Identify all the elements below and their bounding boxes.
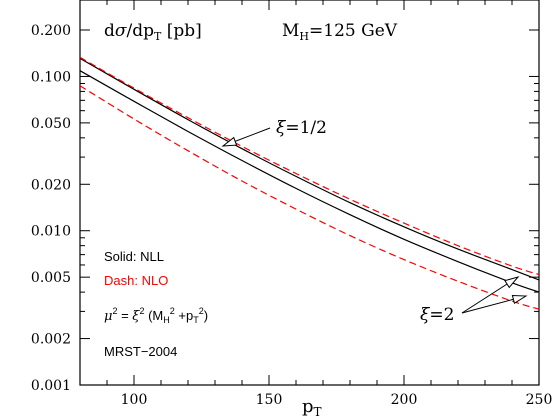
x-tick-label: 250 — [526, 392, 553, 408]
x-axis-title: pT — [302, 396, 322, 417]
axis-ticks — [79, 0, 540, 386]
nll-curve-xi-half — [79, 57, 540, 281]
y-tick-label: 0.050 — [31, 116, 71, 132]
scale-formula: μ2 = ξ2 (MH2 +pT2) — [104, 306, 208, 325]
annotation-arrows — [221, 127, 528, 314]
y-tick-label: 0.100 — [31, 69, 71, 85]
nlo-curve-xi-two — [79, 85, 540, 310]
legend-dash: Dash: NLO — [104, 273, 168, 288]
y-tick-label: 0.002 — [31, 332, 71, 348]
pdf-label: MRST−2004 — [104, 344, 177, 359]
arrow-xi-two-lower-head — [511, 294, 528, 304]
x-tick-label: 100 — [121, 392, 148, 408]
series-lines — [79, 56, 540, 310]
y-tick-label: 0.200 — [31, 23, 71, 39]
nlo-curve-xi-half — [79, 56, 540, 276]
plot-frame — [79, 0, 540, 386]
y-tick-label: 0.010 — [31, 224, 71, 240]
xi-two-label: ξ=2 — [420, 305, 454, 325]
arrow-xi-half-head — [221, 136, 238, 147]
y-tick-label: 0.005 — [31, 270, 71, 286]
y-tick-label: 0.020 — [31, 177, 71, 193]
y-tick-label: 0.001 — [31, 378, 71, 394]
x-tick-label: 150 — [256, 392, 283, 408]
xi-half-label: ξ=1/2 — [276, 118, 327, 138]
tick-labels: 0.001 0.002 0.005 0.010 0.020 0.050 0.100 0.200… — [31, 23, 552, 408]
x-tick-label: 200 — [391, 392, 418, 408]
chart-subtitle: MH=125 GeV — [282, 21, 398, 43]
arrow-xi-two-upper-head — [504, 276, 520, 289]
legend-solid: Solid: NLL — [104, 249, 164, 264]
nll-curve-xi-two — [79, 70, 540, 293]
chart-title: dσ/dpT [pb] — [104, 21, 202, 43]
